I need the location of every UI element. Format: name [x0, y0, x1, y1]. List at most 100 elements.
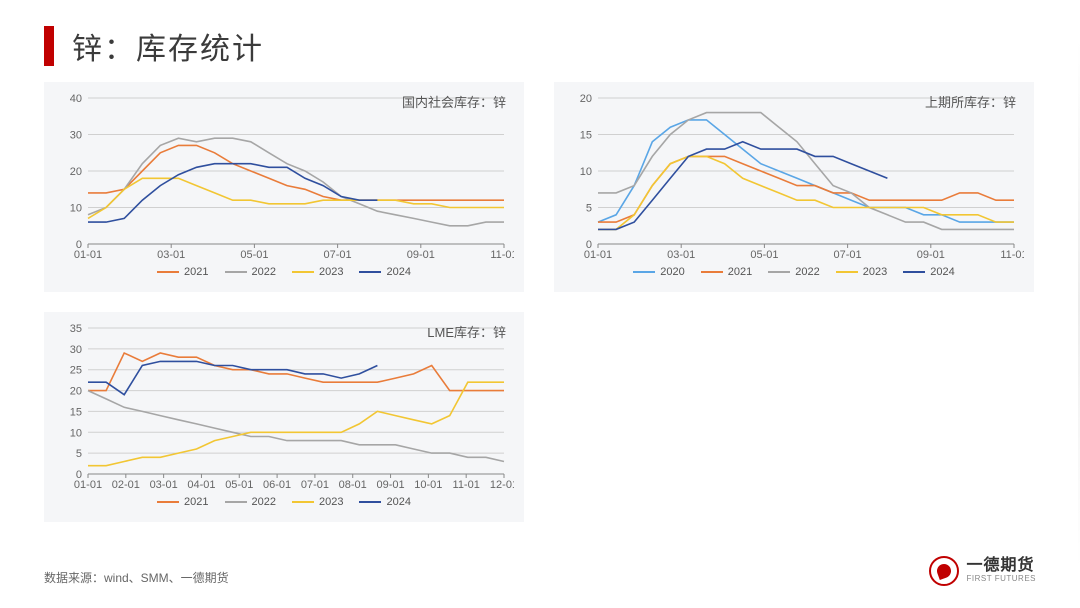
svg-text:05-01: 05-01 [750, 249, 778, 261]
series-2022 [88, 138, 504, 226]
svg-text:5: 5 [586, 203, 592, 215]
logo-text-en: FIRST FUTURES [967, 575, 1036, 583]
svg-text:35: 35 [70, 323, 82, 335]
legend-label: 2023 [319, 266, 343, 278]
chart-legend: 2021 2022 2023 2024 [54, 492, 514, 508]
chart-title: LME库存：锌 [427, 322, 506, 341]
svg-text:10: 10 [70, 427, 82, 439]
series-2024 [598, 142, 887, 230]
svg-text:08-01: 08-01 [339, 479, 367, 491]
legend-swatch [633, 271, 655, 273]
svg-text:03-01: 03-01 [667, 249, 695, 261]
legend-swatch [836, 271, 858, 273]
svg-text:09-01: 09-01 [407, 249, 435, 261]
chart-legend: 2021 2022 2023 2024 [54, 262, 514, 278]
svg-text:11-01: 11-01 [453, 479, 480, 491]
legend-item-2021: 2021 [157, 496, 208, 508]
svg-text:05-01: 05-01 [225, 479, 253, 491]
legend-label: 2023 [319, 496, 343, 508]
legend-swatch [292, 501, 314, 503]
chart-plot: 0510152001-0103-0105-0107-0109-0111-01 [564, 90, 1024, 262]
legend-swatch [225, 271, 247, 273]
legend-item-2024: 2024 [359, 496, 410, 508]
legend-swatch [225, 501, 247, 503]
svg-text:20: 20 [70, 166, 82, 178]
legend-label: 2022 [252, 266, 276, 278]
legend-label: 2022 [252, 496, 276, 508]
legend-item-2024: 2024 [359, 266, 410, 278]
svg-text:25: 25 [70, 365, 82, 377]
svg-text:01-01: 01-01 [74, 479, 102, 491]
series-2024 [88, 361, 377, 394]
svg-text:04-01: 04-01 [187, 479, 215, 491]
legend-label: 2024 [386, 266, 410, 278]
legend-swatch [292, 271, 314, 273]
chart-title: 上期所库存：锌 [925, 92, 1016, 111]
chart-social: 国内社会库存：锌01020304001-0103-0105-0107-0109-… [44, 82, 524, 292]
svg-text:07-01: 07-01 [834, 249, 862, 261]
series-2024 [88, 164, 377, 222]
svg-text:09-01: 09-01 [376, 479, 404, 491]
svg-text:15: 15 [580, 130, 592, 142]
series-2022 [88, 391, 504, 462]
svg-text:05-01: 05-01 [240, 249, 268, 261]
svg-text:10: 10 [580, 166, 592, 178]
svg-text:02-01: 02-01 [112, 479, 140, 491]
legend-item-2022: 2022 [768, 266, 819, 278]
legend-label: 2024 [930, 266, 954, 278]
svg-text:40: 40 [70, 93, 82, 105]
legend-label: 2023 [863, 266, 887, 278]
svg-text:03-01: 03-01 [150, 479, 178, 491]
data-source: 数据来源：wind、SMM、一德期货 [44, 569, 229, 586]
svg-text:06-01: 06-01 [263, 479, 291, 491]
svg-text:09-01: 09-01 [917, 249, 945, 261]
svg-text:12-01: 12-01 [490, 479, 514, 491]
page-title: 锌：库存统计 [72, 24, 264, 68]
legend-item-2024: 2024 [903, 266, 954, 278]
legend-label: 2024 [386, 496, 410, 508]
svg-text:07-01: 07-01 [324, 249, 352, 261]
svg-text:10-01: 10-01 [414, 479, 442, 491]
brand-logo: 一德期货 FIRST FUTURES [929, 556, 1036, 586]
svg-text:01-01: 01-01 [74, 249, 102, 261]
legend-swatch [359, 501, 381, 503]
chart-plot: 01020304001-0103-0105-0107-0109-0111-01 [54, 90, 514, 262]
legend-label: 2020 [660, 266, 684, 278]
chart-plot: 0510152025303501-0102-0103-0104-0105-010… [54, 320, 514, 492]
svg-text:03-01: 03-01 [157, 249, 185, 261]
svg-text:07-01: 07-01 [301, 479, 329, 491]
legend-item-2023: 2023 [836, 266, 887, 278]
legend-swatch [157, 501, 179, 503]
chart-shfe: 上期所库存：锌0510152001-0103-0105-0107-0109-01… [554, 82, 1034, 292]
svg-text:20: 20 [70, 386, 82, 398]
title-bar: 锌：库存统计 [44, 24, 264, 68]
legend-label: 2021 [184, 266, 208, 278]
legend-item-2023: 2023 [292, 266, 343, 278]
svg-text:11-01: 11-01 [490, 249, 514, 261]
chart-lme: LME库存：锌0510152025303501-0102-0103-0104-0… [44, 312, 524, 522]
logo-icon [929, 556, 959, 586]
legend-swatch [903, 271, 925, 273]
legend-item-2020: 2020 [633, 266, 684, 278]
svg-text:30: 30 [70, 130, 82, 142]
legend-item-2023: 2023 [292, 496, 343, 508]
legend-swatch [157, 271, 179, 273]
series-2023 [88, 178, 504, 218]
svg-text:11-01: 11-01 [1000, 249, 1024, 261]
legend-swatch [359, 271, 381, 273]
legend-label: 2022 [795, 266, 819, 278]
chart-title: 国内社会库存：锌 [402, 92, 506, 111]
legend-label: 2021 [728, 266, 752, 278]
legend-item-2021: 2021 [157, 266, 208, 278]
chart-legend: 2020 2021 2022 2023 2024 [564, 262, 1024, 278]
legend-item-2022: 2022 [225, 496, 276, 508]
svg-text:30: 30 [70, 344, 82, 356]
svg-text:20: 20 [580, 93, 592, 105]
legend-label: 2021 [184, 496, 208, 508]
accent-bar [44, 26, 54, 66]
svg-text:01-01: 01-01 [584, 249, 612, 261]
logo-text-cn: 一德期货 [967, 558, 1036, 575]
legend-swatch [701, 271, 723, 273]
legend-item-2022: 2022 [225, 266, 276, 278]
svg-text:15: 15 [70, 406, 82, 418]
